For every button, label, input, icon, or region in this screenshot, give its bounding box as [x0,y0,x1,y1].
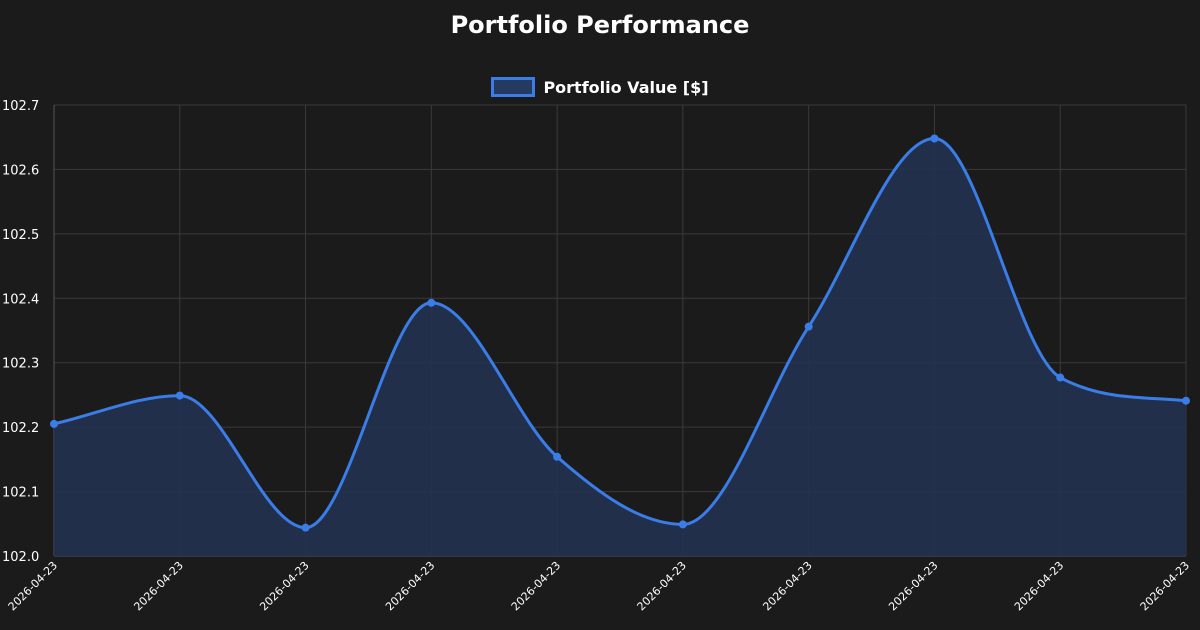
x-tick-label: 2026-04-23 [760,559,814,613]
y-tick-label: 102.5 [2,228,39,243]
legend-swatch [491,77,536,97]
y-tick-label: 102.0 [2,550,39,565]
y-tick-labels: 102.0 102.1 102.2 102.3 102.4 102.5 102.6 102.7 [2,99,39,565]
data-point [175,391,184,400]
x-tick-label: 2026-04-23 [131,559,185,613]
chart-title: Portfolio Performance [450,11,750,39]
data-point [1182,396,1190,405]
x-tick-label: 2026-04-23 [6,559,60,613]
data-point [804,322,813,331]
y-tick-label: 102.7 [2,99,39,114]
x-tick-label: 2026-04-23 [509,559,563,613]
area-fill-layer [54,138,1186,556]
x-tick-label: 2026-04-23 [635,559,689,613]
data-point [1056,373,1065,382]
data-point [553,452,562,461]
y-tick-label: 102.3 [2,357,39,372]
data-points-layer [50,134,1190,532]
x-tick-label: 2026-04-23 [886,559,940,613]
y-tick-label: 102.4 [2,292,39,307]
legend: Portfolio Value [$] [0,77,1200,97]
data-point [301,523,310,532]
x-tick-labels: 2026-04-23 2026-04-23 2026-04-23 2026-04-23… [6,559,1192,613]
series-area-fill [54,138,1186,556]
series-line [52,137,1188,530]
legend-label: Portfolio Value [$] [543,77,709,97]
x-tick-label: 2026-04-23 [383,559,437,613]
series-line-layer [52,137,1188,530]
y-tick-label: 102.2 [2,421,39,436]
data-point [930,134,939,143]
data-point [678,520,687,529]
data-point [50,419,58,428]
x-tick-label: 2026-04-23 [1012,559,1066,613]
data-point [427,298,436,307]
y-tick-label: 102.1 [2,486,39,501]
y-tick-label: 102.6 [2,163,39,178]
x-tick-label: 2026-04-23 [1138,559,1192,613]
x-tick-label: 2026-04-23 [257,559,311,613]
